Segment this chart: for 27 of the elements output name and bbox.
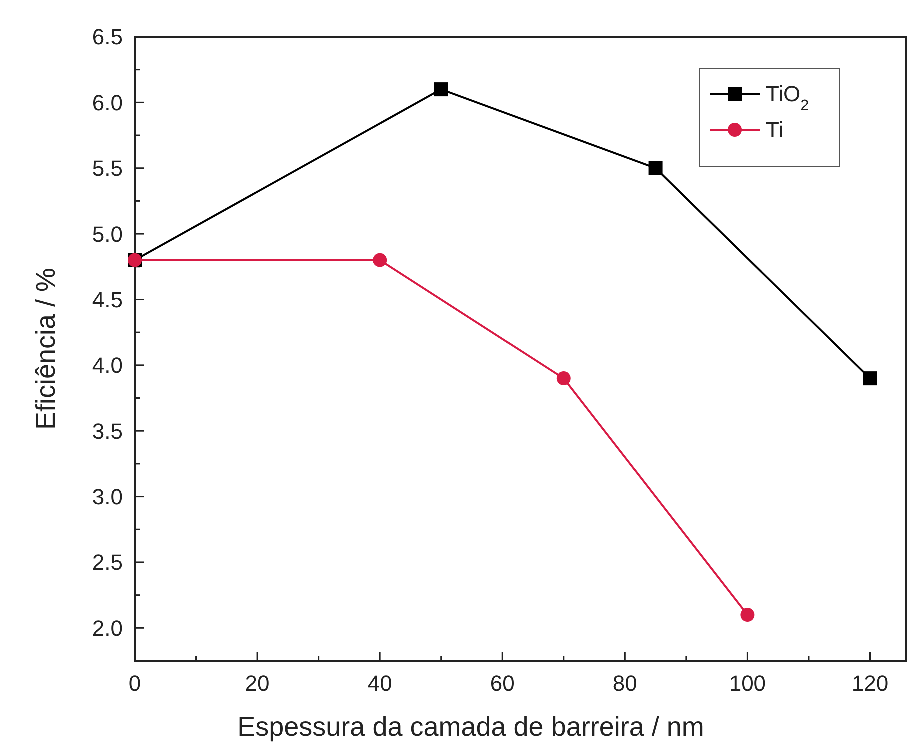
x-tick-label: 120 <box>852 671 889 696</box>
point <box>648 161 663 176</box>
y-tick-label: 3.5 <box>92 418 123 444</box>
y-tick-label: 2.0 <box>92 616 123 641</box>
point <box>863 372 878 386</box>
x-axis-title: Espessura da camada de barreira / nm <box>238 712 704 742</box>
y-tick-label: 5.0 <box>92 222 123 247</box>
y-tick-label: 3.0 <box>92 484 123 510</box>
point <box>373 253 388 268</box>
y-tick-label: 4.0 <box>92 353 123 378</box>
legend-label: TiO$_{2}$ <box>766 82 810 114</box>
y-tick-label: 5.5 <box>92 156 123 182</box>
x-tick-label: 100 <box>729 671 766 696</box>
y-tick-label: 6.0 <box>92 90 123 116</box>
point <box>434 82 448 97</box>
y-axis-title: Eficiência / % <box>31 268 61 430</box>
point <box>556 372 571 386</box>
y-tick-label: 4.5 <box>92 287 123 312</box>
y-tick-label: 2.5 <box>92 550 123 576</box>
y-tick-label: 6.5 <box>92 24 123 50</box>
x-tick-label: 60 <box>490 671 515 696</box>
point <box>740 608 755 622</box>
x-tick-label: 20 <box>245 671 270 696</box>
x-tick-label: 0 <box>128 671 142 696</box>
x-tick-label: 80 <box>612 671 638 696</box>
legend-label: Ti <box>766 118 784 143</box>
x-tick-label: 40 <box>368 671 392 696</box>
